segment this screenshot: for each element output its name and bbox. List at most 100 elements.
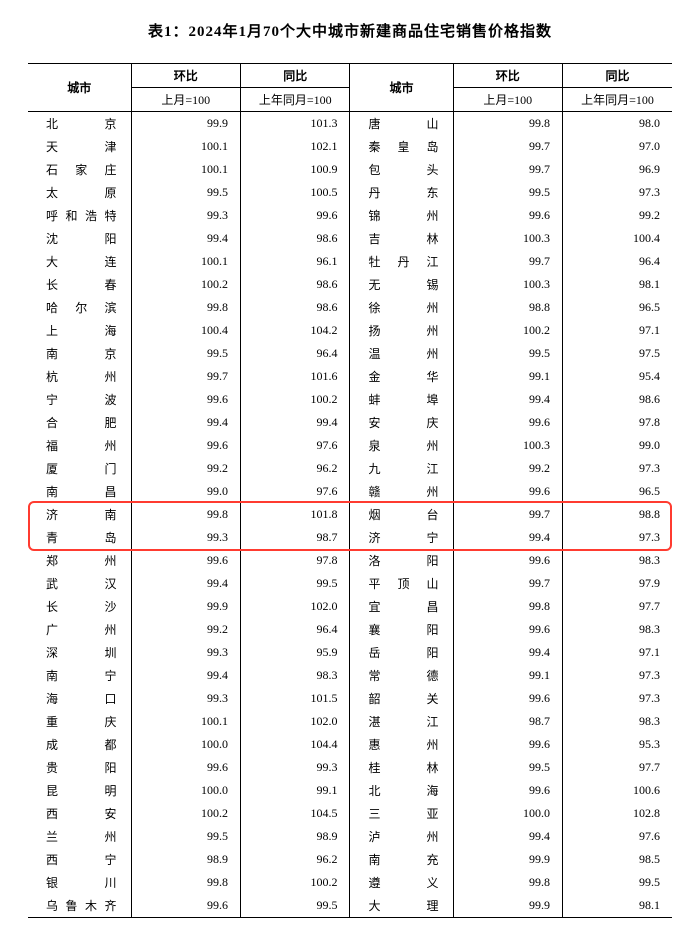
yoy-value: 95.9 — [241, 641, 350, 664]
yoy-value: 99.5 — [241, 894, 350, 918]
city-name: 南 充 — [350, 848, 453, 871]
mom-value: 99.5 — [131, 181, 240, 204]
city-name: 桂 林 — [350, 756, 453, 779]
yoy-value: 99.3 — [241, 756, 350, 779]
mom-value: 100.2 — [131, 273, 240, 296]
header-mom-1: 环比 — [131, 64, 240, 88]
table-row: 郑 州99.697.8洛 阳99.698.3 — [28, 549, 672, 572]
yoy-value: 101.3 — [241, 112, 350, 136]
table-row: 合 肥99.499.4安 庆99.697.8 — [28, 411, 672, 434]
yoy-value: 98.6 — [241, 273, 350, 296]
city-name: 烟 台 — [350, 503, 453, 526]
city-name: 牡 丹 江 — [350, 250, 453, 273]
table-row: 沈 阳99.498.6吉 林100.3100.4 — [28, 227, 672, 250]
city-name: 重 庆 — [28, 710, 131, 733]
city-name: 泸 州 — [350, 825, 453, 848]
city-name: 太 原 — [28, 181, 131, 204]
city-name: 湛 江 — [350, 710, 453, 733]
table-row: 杭 州99.7101.6金 华99.195.4 — [28, 365, 672, 388]
table-row: 西 宁98.996.2南 充99.998.5 — [28, 848, 672, 871]
mom-value: 99.8 — [453, 871, 562, 894]
yoy-value: 96.9 — [562, 158, 672, 181]
yoy-value: 97.5 — [562, 342, 672, 365]
yoy-value: 96.4 — [241, 618, 350, 641]
city-name: 锦 州 — [350, 204, 453, 227]
yoy-value: 98.1 — [562, 273, 672, 296]
mom-value: 99.9 — [131, 112, 240, 136]
mom-value: 99.4 — [453, 825, 562, 848]
yoy-value: 99.0 — [562, 434, 672, 457]
mom-value: 99.3 — [131, 526, 240, 549]
yoy-value: 100.9 — [241, 158, 350, 181]
mom-value: 100.3 — [453, 227, 562, 250]
mom-value: 100.2 — [453, 319, 562, 342]
table-row: 银 川99.8100.2遵 义99.899.5 — [28, 871, 672, 894]
mom-value: 99.4 — [453, 388, 562, 411]
yoy-value: 98.7 — [241, 526, 350, 549]
city-name: 吉 林 — [350, 227, 453, 250]
mom-value: 99.5 — [131, 825, 240, 848]
mom-value: 99.5 — [453, 181, 562, 204]
yoy-value: 104.2 — [241, 319, 350, 342]
mom-value: 99.6 — [453, 204, 562, 227]
mom-value: 99.3 — [131, 204, 240, 227]
city-name: 深 圳 — [28, 641, 131, 664]
mom-value: 99.0 — [131, 480, 240, 503]
yoy-value: 97.9 — [562, 572, 672, 595]
mom-value: 99.6 — [453, 779, 562, 802]
mom-value: 99.3 — [131, 687, 240, 710]
table-row: 呼和浩特99.399.6锦 州99.699.2 — [28, 204, 672, 227]
yoy-value: 97.6 — [562, 825, 672, 848]
mom-value: 100.1 — [131, 158, 240, 181]
city-name: 常 德 — [350, 664, 453, 687]
yoy-value: 95.3 — [562, 733, 672, 756]
mom-value: 99.4 — [131, 227, 240, 250]
city-name: 北 海 — [350, 779, 453, 802]
city-name: 赣 州 — [350, 480, 453, 503]
table-row: 成 都100.0104.4惠 州99.695.3 — [28, 733, 672, 756]
city-name: 上 海 — [28, 319, 131, 342]
city-name: 济 宁 — [350, 526, 453, 549]
table-row: 西 安100.2104.5三 亚100.0102.8 — [28, 802, 672, 825]
city-name: 无 锡 — [350, 273, 453, 296]
mom-value: 100.0 — [131, 779, 240, 802]
mom-value: 100.1 — [131, 710, 240, 733]
mom-value: 98.8 — [453, 296, 562, 319]
city-name: 北 京 — [28, 112, 131, 136]
city-name: 南 昌 — [28, 480, 131, 503]
city-name: 岳 阳 — [350, 641, 453, 664]
city-name: 杭 州 — [28, 365, 131, 388]
mom-value: 99.6 — [131, 549, 240, 572]
mom-value: 100.3 — [453, 273, 562, 296]
city-name: 惠 州 — [350, 733, 453, 756]
yoy-value: 97.8 — [241, 549, 350, 572]
city-name: 郑 州 — [28, 549, 131, 572]
yoy-value: 97.7 — [562, 595, 672, 618]
yoy-value: 97.3 — [562, 664, 672, 687]
mom-value: 99.2 — [453, 457, 562, 480]
yoy-value: 98.9 — [241, 825, 350, 848]
mom-value: 99.8 — [131, 503, 240, 526]
city-name: 遵 义 — [350, 871, 453, 894]
mom-value: 99.4 — [453, 641, 562, 664]
mom-value: 99.8 — [453, 595, 562, 618]
header-yoy-2: 同比 — [562, 64, 672, 88]
yoy-value: 99.4 — [241, 411, 350, 434]
mom-value: 99.6 — [453, 549, 562, 572]
table-row: 乌鲁木齐99.699.5大 理99.998.1 — [28, 894, 672, 918]
table-title: 表1：2024年1月70个大中城市新建商品住宅销售价格指数 — [28, 20, 672, 41]
mom-value: 99.7 — [453, 503, 562, 526]
table-row: 兰 州99.598.9泸 州99.497.6 — [28, 825, 672, 848]
yoy-value: 98.6 — [562, 388, 672, 411]
city-name: 贵 阳 — [28, 756, 131, 779]
mom-value: 99.6 — [453, 411, 562, 434]
city-name: 合 肥 — [28, 411, 131, 434]
table-row: 石 家 庄100.1100.9包 头99.796.9 — [28, 158, 672, 181]
city-name: 昆 明 — [28, 779, 131, 802]
price-index-table: 城市 环比 同比 城市 环比 同比 上月=100 上年同月=100 上月=100… — [28, 63, 672, 918]
city-name: 金 华 — [350, 365, 453, 388]
table-row: 天 津100.1102.1秦 皇 岛99.797.0 — [28, 135, 672, 158]
mom-value: 100.2 — [131, 802, 240, 825]
mom-value: 99.6 — [131, 434, 240, 457]
yoy-value: 104.5 — [241, 802, 350, 825]
